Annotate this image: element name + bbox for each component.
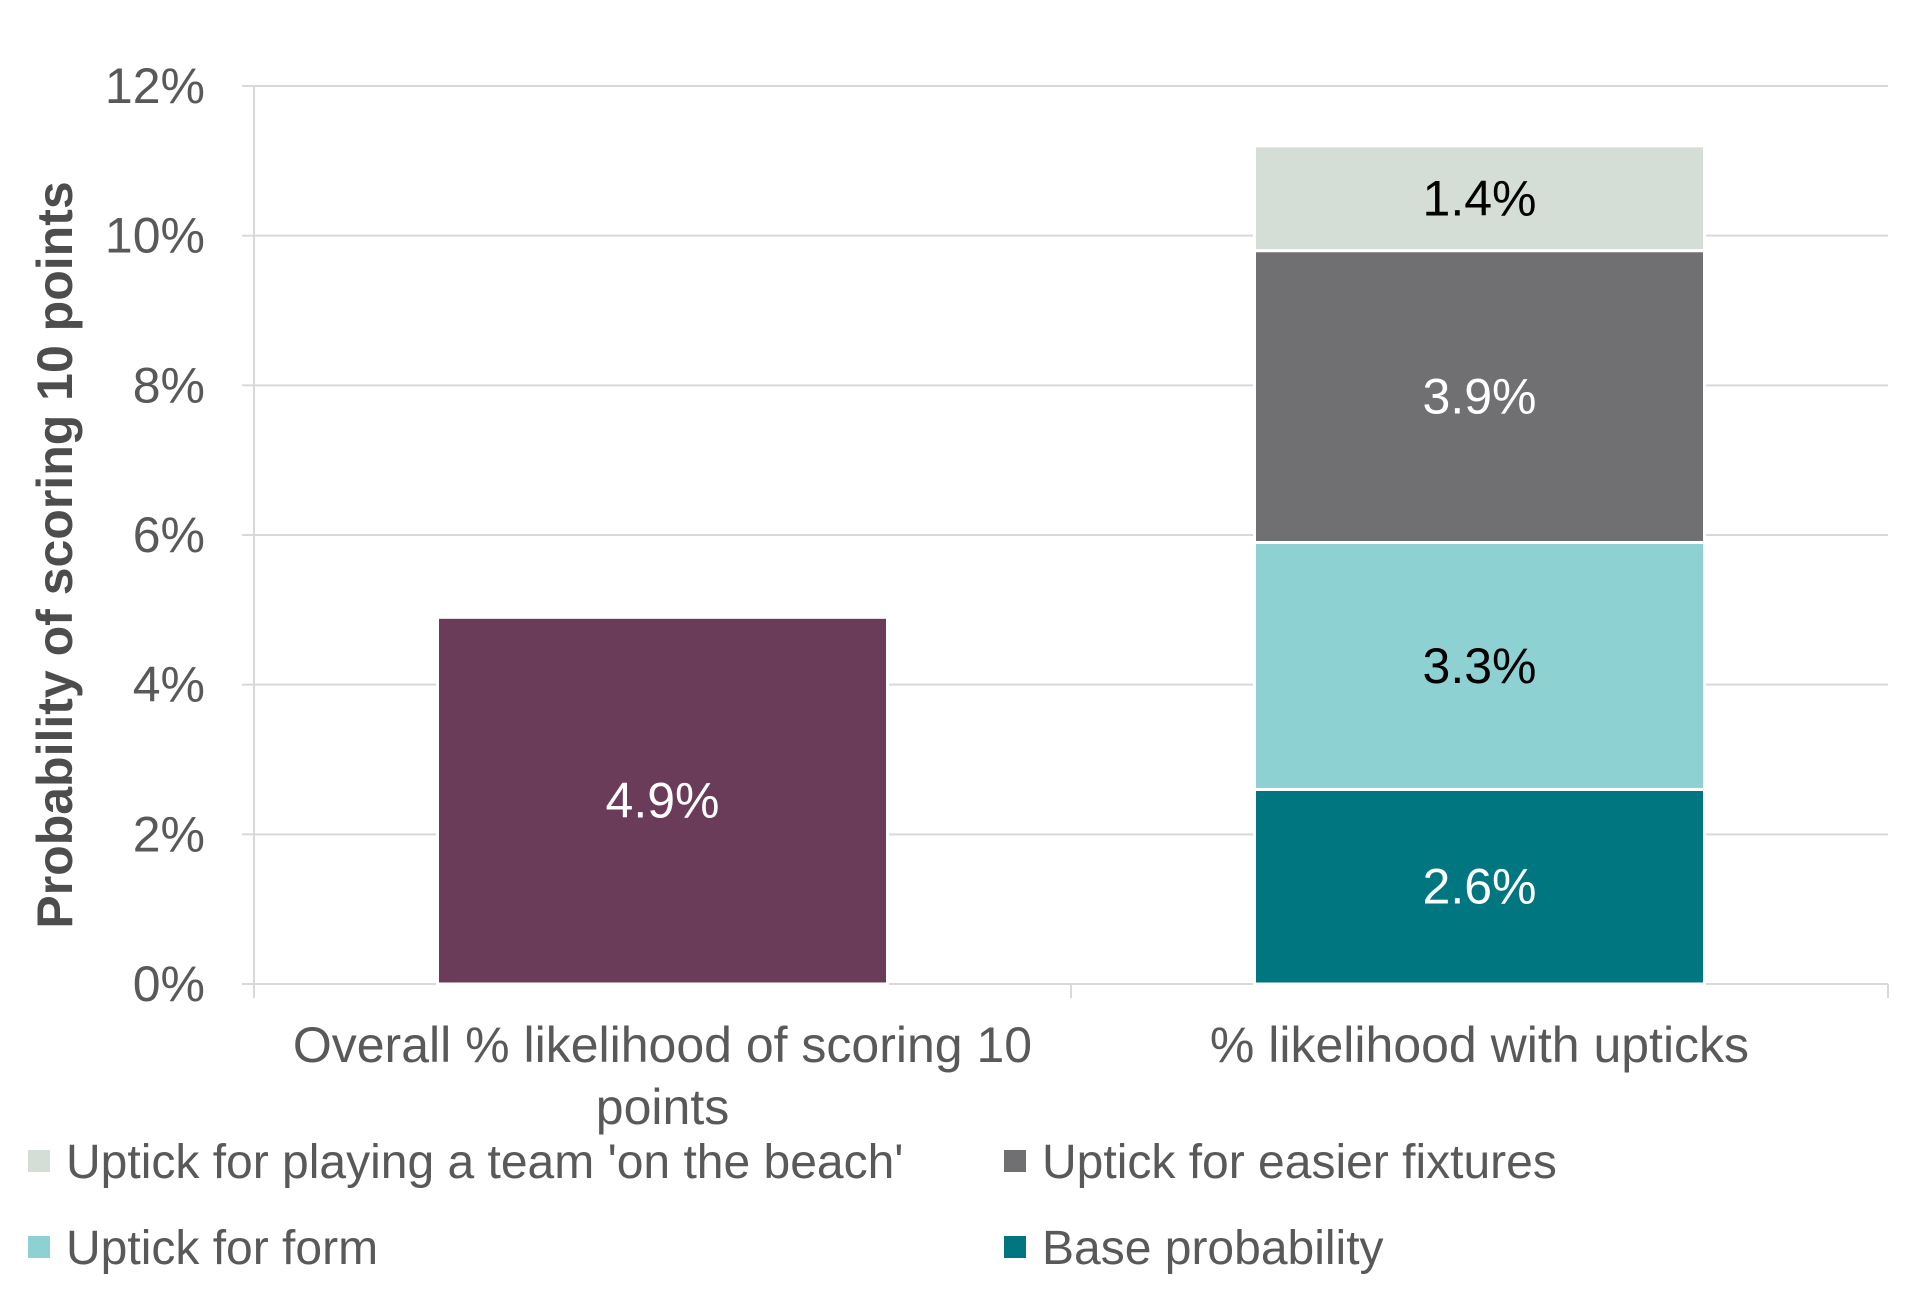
legend-swatch (28, 1236, 50, 1258)
bar-segment (436, 615, 889, 986)
y-tick-label: 6% (133, 507, 205, 563)
data-label: 3.3% (1423, 638, 1537, 694)
data-label: 2.6% (1423, 859, 1537, 915)
y-axis-label: Probability of scoring 10 points (27, 181, 83, 928)
legend-entry: Uptick for easier fixtures (1042, 1136, 1557, 1189)
x-category-label: % likelihood with upticks (1210, 1017, 1749, 1073)
bar-segment (1253, 249, 1706, 544)
legend-swatch (1004, 1150, 1026, 1172)
data-label: 3.9% (1423, 369, 1537, 425)
legend-swatch (28, 1150, 50, 1172)
y-tick-label: 8% (133, 357, 205, 413)
legend-swatch (1004, 1236, 1026, 1258)
x-category-label: Overall % likelihood of scoring 10 (293, 1017, 1032, 1073)
axes: 0% 2% 4% 6% 8% 10% 12% Probability of scoring 1… (27, 58, 1889, 1135)
legend-entry: Uptick for form (66, 1222, 378, 1275)
bar-segment (1253, 787, 1706, 986)
bars (436, 144, 1706, 986)
bar-segment (1253, 540, 1706, 791)
y-tick-label: 10% (105, 208, 205, 264)
legend-entry: Base probability (1042, 1222, 1384, 1275)
data-label: 4.9% (606, 773, 720, 829)
x-category-label: points (596, 1079, 729, 1135)
y-tick-label: 0% (133, 956, 205, 1012)
data-label: 1.4% (1423, 170, 1537, 226)
legend: Uptick for playing a team 'on the beach'… (28, 1136, 1557, 1275)
bar-labels: 4.9% 2.6% 3.3% 3.9% 1.4% (606, 170, 1537, 914)
bar-segment (1253, 144, 1706, 253)
y-tick-label: 12% (105, 58, 205, 114)
legend-entry: Uptick for playing a team 'on the beach' (66, 1136, 903, 1189)
y-tick-label: 2% (133, 806, 205, 862)
y-tick-label: 4% (133, 657, 205, 713)
